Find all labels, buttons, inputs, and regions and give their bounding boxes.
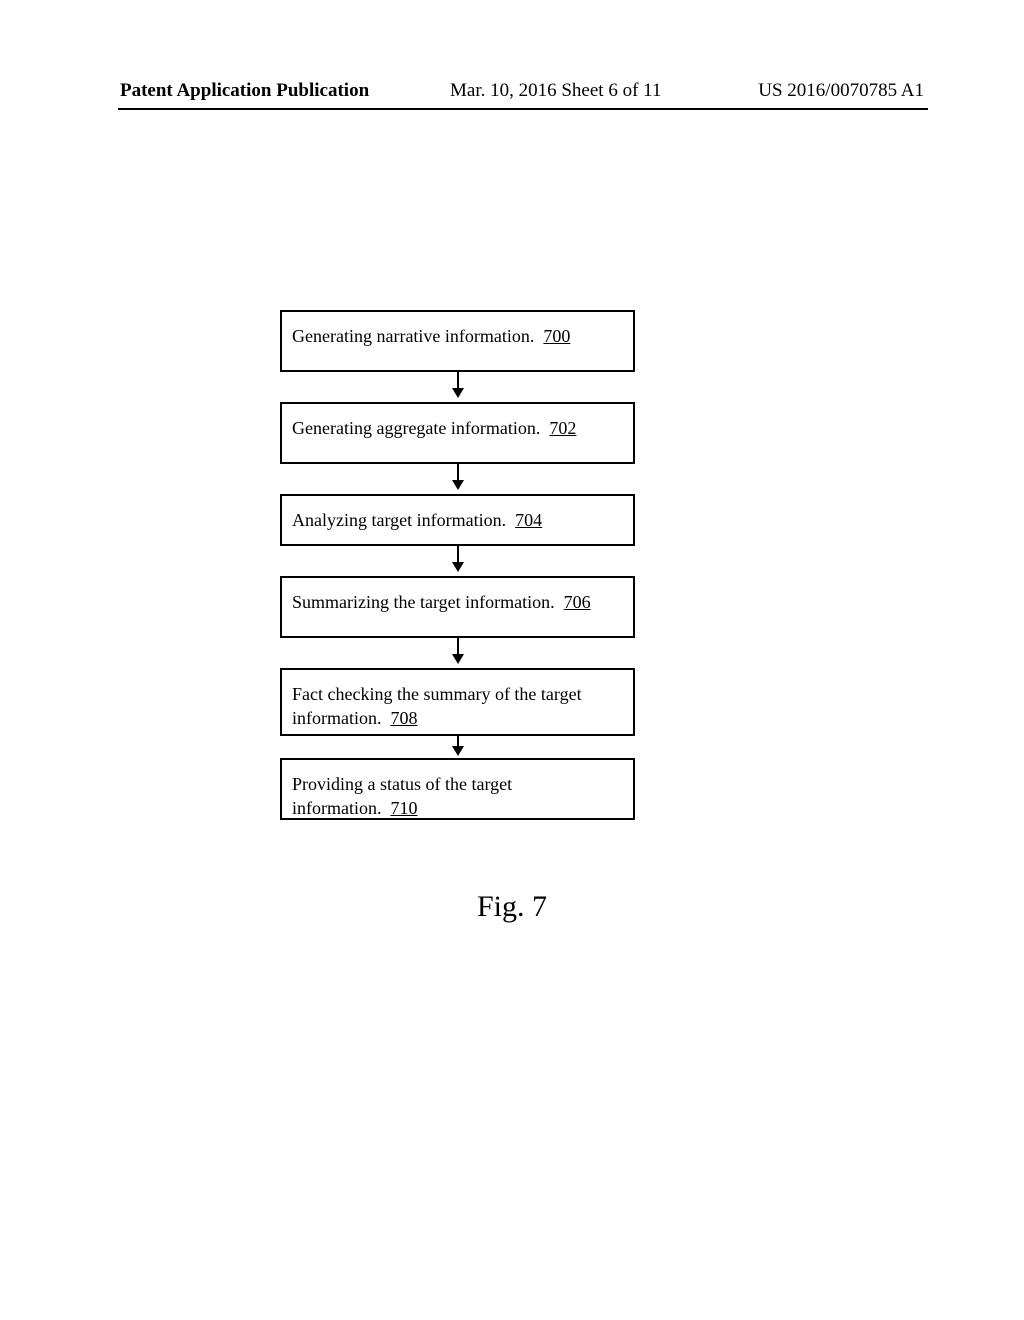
flow-arrow: [280, 736, 635, 758]
flow-node-ref: 704: [515, 510, 542, 530]
flow-arrow: [280, 372, 635, 402]
header-center: Mar. 10, 2016 Sheet 6 of 11: [450, 80, 661, 102]
figure-caption: Fig. 7: [0, 890, 1024, 924]
flow-node-704: Analyzing target information. 704: [280, 494, 635, 546]
arrow-down-icon: [452, 372, 464, 398]
flow-node-text: Generating aggregate information.: [292, 418, 540, 438]
flow-node-708: Fact checking the summary of the target …: [280, 668, 635, 736]
arrow-down-icon: [452, 464, 464, 490]
header-left: Patent Application Publication: [120, 80, 369, 102]
flow-arrow: [280, 546, 635, 576]
patent-page: Patent Application Publication Mar. 10, …: [0, 0, 1024, 1320]
flow-arrow: [280, 638, 635, 668]
flow-node-ref: 706: [564, 592, 591, 612]
header-right: US 2016/0070785 A1: [758, 80, 924, 102]
arrow-down-icon: [452, 638, 464, 664]
arrow-down-icon: [452, 736, 464, 756]
flow-node-ref: 702: [549, 418, 576, 438]
flow-node-text: Fact checking the summary of the target …: [292, 684, 582, 728]
flow-node-706: Summarizing the target information. 706: [280, 576, 635, 638]
header-rule: [118, 108, 928, 110]
flow-node-710: Providing a status of the target informa…: [280, 758, 635, 820]
page-header: Patent Application Publication Mar. 10, …: [0, 80, 1024, 110]
flow-node-700: Generating narrative information. 700: [280, 310, 635, 372]
arrow-down-icon: [452, 546, 464, 572]
flow-node-text: Generating narrative information.: [292, 326, 534, 346]
flow-node-text: Analyzing target information.: [292, 510, 506, 530]
flow-node-ref: 708: [390, 708, 417, 728]
flow-node-text: Summarizing the target information.: [292, 592, 555, 612]
flowchart: Generating narrative information. 700 Ge…: [280, 310, 640, 820]
flow-node-702: Generating aggregate information. 702: [280, 402, 635, 464]
flow-node-ref: 710: [390, 798, 417, 818]
flow-node-ref: 700: [543, 326, 570, 346]
flow-arrow: [280, 464, 635, 494]
